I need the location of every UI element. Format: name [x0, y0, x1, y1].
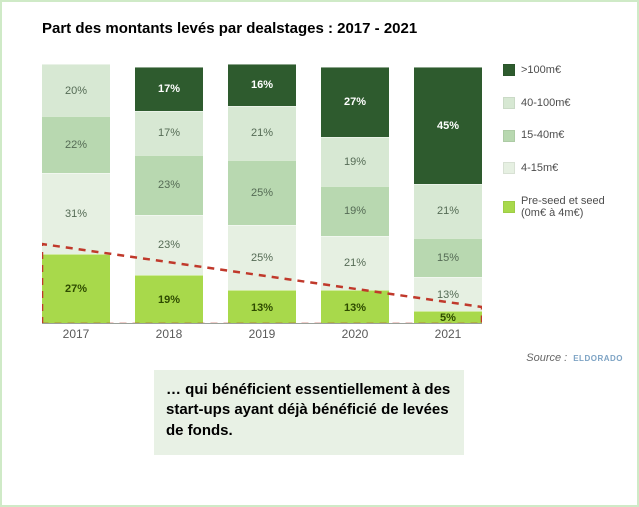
chart-bars: 20%22%31%27%17%17%23%23%19%16%21%25%25%1…	[42, 64, 482, 324]
segment: 16%	[228, 64, 296, 106]
x-axis-label: 2019	[228, 327, 296, 341]
legend-label: 4-15m€	[521, 162, 558, 175]
segment: 19%	[321, 137, 389, 186]
segment: 45%	[414, 67, 482, 184]
segment-value: 25%	[251, 187, 273, 199]
x-axis: 2017 2018 2019 2020 2021	[42, 323, 482, 344]
bar-2019: 16% 21% 25% 25% 13%	[228, 64, 296, 324]
segment-value: 21%	[437, 205, 459, 217]
stacked-bar-chart: 20%22%31%27%17%17%23%23%19%16%21%25%25%1…	[42, 64, 482, 344]
segment-value: 17%	[158, 127, 180, 139]
segment: 15%	[414, 238, 482, 277]
segment-value: 27%	[344, 96, 366, 108]
chart-title: Part des montants levés par dealstages :…	[42, 20, 417, 37]
legend-label: >100m€	[521, 64, 561, 77]
segment: 17%	[135, 67, 203, 111]
legend-swatch	[503, 201, 515, 213]
legend-item: 15-40m€	[503, 129, 623, 142]
legend-swatch	[503, 162, 515, 174]
segment-value: 17%	[158, 83, 180, 95]
segment-value: 23%	[158, 179, 180, 191]
legend-label: 15-40m€	[521, 129, 564, 142]
segment-value: 25%	[251, 252, 273, 264]
segment: 23%	[135, 155, 203, 215]
segment-value: 23%	[158, 239, 180, 251]
legend-swatch	[503, 97, 515, 109]
segment-value: 19%	[344, 205, 366, 217]
legend-item: 40-100m€	[503, 97, 623, 110]
legend-label: 40-100m€	[521, 97, 571, 110]
segment-value: 21%	[344, 257, 366, 269]
bar-2021: 45%21%15%13%5%	[414, 64, 482, 324]
segment: 23%	[135, 215, 203, 275]
source-prefix: Source :	[526, 352, 567, 364]
segment-value: 45%	[437, 120, 459, 132]
segment: 19%	[321, 186, 389, 235]
segment-value: 15%	[437, 252, 459, 264]
infographic-frame: Part des montants levés par dealstages :…	[0, 0, 639, 507]
x-axis-label: 2017	[42, 327, 110, 341]
segment-value: 13%	[437, 289, 459, 301]
segment: 21%	[414, 184, 482, 239]
segment: 19%	[135, 275, 203, 324]
segment-value: 19%	[158, 294, 180, 306]
segment: 22%	[42, 116, 110, 173]
segment: 21%	[321, 236, 389, 291]
x-axis-label: 2021	[414, 327, 482, 341]
segment-value: 20%	[65, 85, 87, 97]
segment: 13%	[414, 277, 482, 311]
segment: 21%	[228, 106, 296, 161]
segment: 27%	[321, 67, 389, 137]
segment-value: 31%	[65, 208, 87, 220]
bar-2018: 17% 17% 23% 23% 19%	[135, 64, 203, 324]
legend-item: 4-15m€	[503, 162, 623, 175]
legend-item: Pre-seed et seed (0m€ à 4m€)	[503, 195, 623, 220]
caption-box: … qui bénéficient essentiellement à des …	[154, 370, 464, 455]
legend: >100m€ 40-100m€ 15-40m€ 4-15m€ Pre-seed et s…	[503, 64, 623, 240]
bar-2017: 20% 22% 31% 27%	[42, 64, 110, 324]
segment-value: 27%	[65, 283, 87, 295]
segment-value: 22%	[65, 139, 87, 151]
segment: 27%	[42, 254, 110, 324]
legend-swatch	[503, 130, 515, 142]
source-line: Source : ELDORADO	[526, 352, 623, 364]
segment: 13%	[321, 290, 389, 324]
x-axis-label: 2020	[321, 327, 389, 341]
segment-value: 13%	[251, 302, 273, 314]
segment-value: 21%	[251, 127, 273, 139]
bar-2020: 27% 19% 19% 21% 13%	[321, 64, 389, 324]
source-logo: ELDORADO	[573, 354, 623, 363]
legend-label: Pre-seed et seed (0m€ à 4m€)	[521, 195, 623, 220]
segment: 20%	[42, 64, 110, 116]
segment: 25%	[228, 160, 296, 225]
chart-plot-area: 20%22%31%27%17%17%23%23%19%16%21%25%25%1…	[42, 64, 482, 344]
segment: 13%	[228, 290, 296, 324]
segment-value: 16%	[251, 79, 273, 91]
legend-item: >100m€	[503, 64, 623, 77]
segment: 25%	[228, 225, 296, 290]
segment: 17%	[135, 111, 203, 155]
segment: 31%	[42, 173, 110, 254]
segment-value: 13%	[344, 302, 366, 314]
x-axis-label: 2018	[135, 327, 203, 341]
legend-swatch	[503, 64, 515, 76]
segment-value: 19%	[344, 156, 366, 168]
